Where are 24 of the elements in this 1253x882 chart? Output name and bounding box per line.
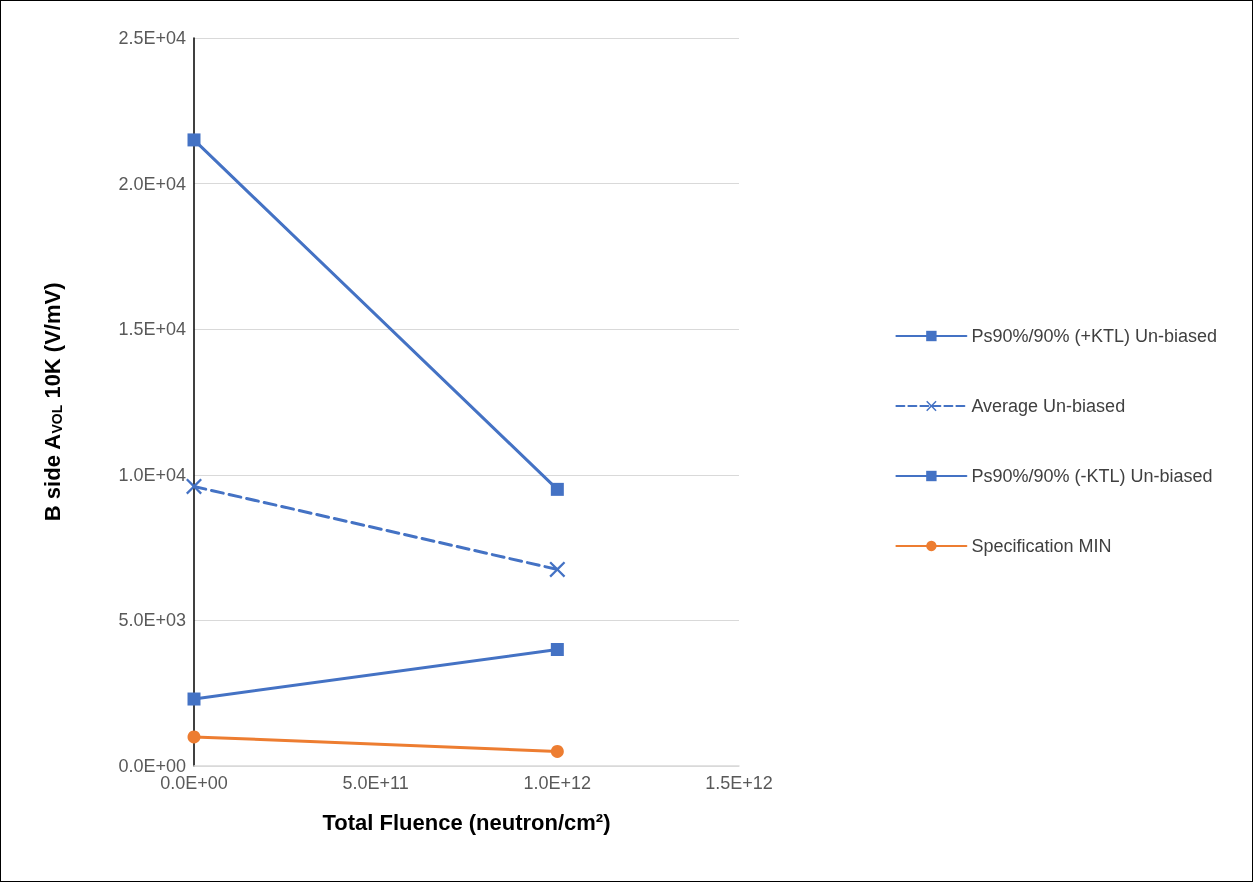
legend-label: Average Un-biased [971,396,1126,416]
legend-label: Ps90%/90% (+KTL) Un-biased [971,326,1218,346]
legend-label: Specification MIN [971,536,1112,556]
x-tick-label: 1.0E+12 [523,773,592,793]
point [550,643,564,657]
y-tick-label: 5.0E+03 [118,610,186,631]
x-axis-title: Total Fluence (neutron/cm²) [322,809,611,835]
point [187,692,201,706]
y-tick-label: 2.0E+04 [118,173,186,194]
x-tick-label: 0.0E+00 [160,773,228,793]
point [186,478,202,495]
point [187,730,201,744]
y-axis-title: B side AVOL 10K (V/mV) [39,282,65,522]
point [549,561,566,578]
point [550,744,564,758]
legend-label: Ps90%/90% (-KTL) Un-biased [971,466,1213,486]
y-tick-label: 0.0E+00 [118,756,186,776]
y-tick-label: 2.5E+04 [118,28,186,48]
point [187,133,201,147]
y-tick-label: 1.0E+04 [118,464,186,485]
x-tick-label: 5.0E+11 [342,773,409,793]
y-tick-label: 1.5E+04 [118,319,186,340]
x-tick-label: 1.5E+12 [705,773,773,793]
point [550,482,564,496]
